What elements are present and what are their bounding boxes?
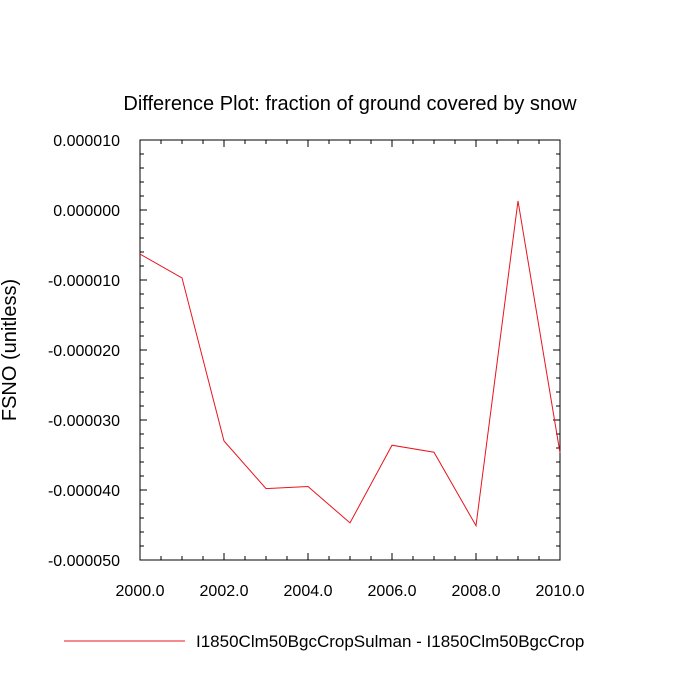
x-tick-label: 2000.0: [116, 583, 165, 600]
x-tick-label: 2008.0: [452, 583, 501, 600]
legend-label: I1850Clm50BgcCropSulman - I1850Clm50BgcC…: [196, 632, 584, 651]
y-tick-label: -0.000010: [48, 273, 120, 290]
x-tick-label: 2002.0: [200, 583, 249, 600]
legend: I1850Clm50BgcCropSulman - I1850Clm50BgcC…: [64, 632, 584, 651]
x-tick-label: 2006.0: [368, 583, 417, 600]
x-tick-label: 2004.0: [284, 583, 333, 600]
y-tick-label: -0.000050: [48, 553, 120, 570]
plot-frame: [139, 139, 561, 561]
y-tick-label: 0.000000: [53, 203, 120, 220]
chart-title: Difference Plot: fraction of ground cove…: [123, 93, 577, 115]
series-line: [139, 200, 561, 528]
x-tick-label: 2010.0: [536, 583, 585, 600]
y-tick-label: -0.000040: [48, 483, 120, 500]
y-axis-label: FSNO (unitless): [0, 279, 21, 421]
y-tick-label: 0.000010: [53, 133, 120, 150]
y-tick-labels: 0.000010 0.000000 -0.000010 -0.000020 -0.000…: [48, 133, 120, 570]
y-tick-label: -0.000020: [48, 343, 120, 360]
x-tick-labels: 2000.0 2002.0 2004.0 2006.0 2008.0 2010.0: [116, 583, 585, 600]
y-tick-label: -0.000030: [48, 413, 120, 430]
axis-ticks: [139, 139, 561, 561]
